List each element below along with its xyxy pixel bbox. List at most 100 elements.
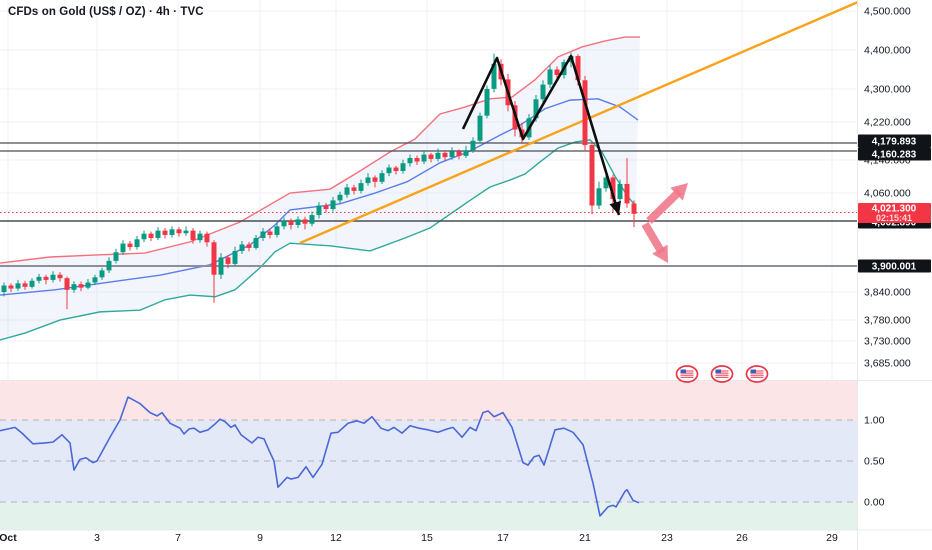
candle[interactable]	[596, 181, 602, 210]
candle[interactable]	[106, 257, 112, 273]
candle[interactable]	[400, 159, 406, 174]
candle[interactable]	[113, 248, 119, 264]
zigzag-drawing[interactable]	[461, 54, 621, 216]
candle[interactable]	[127, 241, 133, 251]
prediction-arrow-up[interactable]	[646, 183, 688, 224]
candle[interactable]	[351, 184, 357, 195]
candle[interactable]	[183, 226, 189, 236]
candle[interactable]	[92, 274, 98, 286]
candle[interactable]	[8, 283, 14, 292]
candle[interactable]	[85, 279, 91, 290]
candle[interactable]	[456, 149, 462, 160]
candle[interactable]	[246, 241, 252, 252]
us-flag-stamp-icon[interactable]	[675, 365, 699, 383]
symbol-legend[interactable]: CFDs on Gold (US$ / OZ) · 4h · TVC	[8, 6, 204, 18]
candle[interactable]	[624, 158, 630, 208]
us-flag-stamp-icon[interactable]	[710, 365, 734, 383]
candle[interactable]	[491, 53, 497, 93]
price-badges[interactable]: 4,179.8934,160.2834,002.8903,900.0014,02…	[858, 134, 931, 273]
candle[interactable]	[148, 231, 154, 242]
prediction-arrow-down[interactable]	[641, 221, 668, 263]
candle[interactable]	[631, 200, 637, 228]
candle[interactable]	[15, 279, 21, 291]
candle[interactable]	[393, 165, 399, 175]
bollinger-lower-line[interactable]	[0, 139, 637, 341]
candle[interactable]	[428, 152, 434, 163]
oscillator-line[interactable]	[0, 396, 640, 517]
candle[interactable]	[267, 228, 273, 239]
candle[interactable]	[134, 235, 140, 250]
candle[interactable]	[442, 150, 448, 161]
candle[interactable]	[295, 216, 301, 229]
candle[interactable]	[323, 202, 329, 213]
candle[interactable]	[64, 276, 70, 310]
price-badge[interactable]: 3,900.001	[858, 259, 931, 273]
price-axis[interactable]: 4,500.0004,400.0004,300.0004,220.0004,14…	[864, 6, 911, 509]
candle[interactable]	[1, 282, 7, 297]
candle[interactable]	[421, 151, 427, 165]
candle[interactable]	[57, 272, 63, 282]
candle[interactable]	[372, 175, 378, 188]
candle[interactable]	[407, 154, 413, 167]
zigzag-line[interactable]	[461, 54, 621, 216]
candle[interactable]	[22, 280, 28, 290]
candle[interactable]	[176, 227, 182, 237]
us-flag-stamp-icon[interactable]	[745, 365, 769, 383]
candle[interactable]	[463, 145, 469, 159]
candle[interactable]	[50, 271, 56, 283]
flag-stamps[interactable]	[675, 365, 769, 383]
candle[interactable]	[197, 230, 203, 243]
candle[interactable]	[274, 222, 280, 238]
candle[interactable]	[29, 278, 35, 289]
candle[interactable]	[204, 231, 210, 247]
candle[interactable]	[330, 196, 336, 212]
price-badge[interactable]: 4,179.893	[858, 134, 931, 148]
candle[interactable]	[288, 218, 294, 230]
candle[interactable]	[449, 147, 455, 160]
candle[interactable]	[281, 217, 287, 230]
candle[interactable]	[141, 230, 147, 243]
candle[interactable]	[540, 80, 546, 103]
candle[interactable]	[162, 228, 168, 239]
candle[interactable]	[582, 75, 588, 152]
candle[interactable]	[211, 240, 217, 303]
candle[interactable]	[547, 64, 553, 89]
candle[interactable]	[71, 281, 77, 293]
candle[interactable]	[232, 246, 238, 267]
candle[interactable]	[365, 173, 371, 186]
candle[interactable]	[225, 255, 231, 269]
candle[interactable]	[190, 228, 196, 244]
candle[interactable]	[36, 273, 42, 284]
candle[interactable]	[78, 281, 84, 292]
candle[interactable]	[155, 227, 161, 241]
time-axis[interactable]: Oct 3 7 9 12 15 17 21 23 26 29	[0, 532, 838, 544]
candle[interactable]	[43, 274, 49, 285]
candle[interactable]	[617, 179, 623, 203]
candle[interactable]	[218, 253, 224, 280]
candle[interactable]	[99, 267, 105, 280]
candle[interactable]	[239, 241, 245, 254]
bollinger-upper-line[interactable]	[0, 36, 640, 264]
candle[interactable]	[589, 142, 595, 215]
candle[interactable]	[316, 202, 322, 219]
candle[interactable]	[260, 228, 266, 242]
support-resistance-lines[interactable]	[0, 142, 857, 267]
candle[interactable]	[358, 179, 364, 194]
candle[interactable]	[302, 216, 308, 230]
candle[interactable]	[169, 226, 175, 238]
candle[interactable]	[344, 183, 350, 198]
candle[interactable]	[337, 191, 343, 204]
bollinger-middle-line[interactable]	[0, 98, 639, 296]
candle[interactable]	[386, 164, 392, 177]
price-badge[interactable]: 4,160.283	[858, 147, 931, 161]
trendline-drawing[interactable]	[299, 0, 859, 245]
candle[interactable]	[414, 155, 420, 165]
candle[interactable]	[484, 85, 490, 119]
candle[interactable]	[470, 137, 476, 153]
candle[interactable]	[253, 234, 259, 250]
candle[interactable]	[435, 148, 441, 162]
candle[interactable]	[120, 240, 126, 255]
candle[interactable]	[477, 112, 483, 144]
